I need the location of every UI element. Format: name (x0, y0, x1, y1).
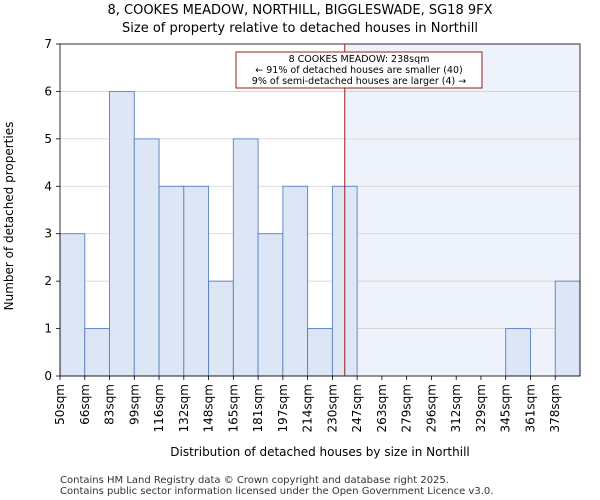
bar (59, 233, 86, 377)
x-tick-label: 263sqm (375, 384, 389, 432)
y-tick-label: 0 (44, 369, 52, 383)
bar (183, 185, 210, 377)
x-axis-ticks: 50sqm 66sqm 83sqm 99sqm 116sqm 132sqm 148sqm 16… (53, 376, 562, 432)
y-tick-label: 4 (44, 179, 52, 193)
x-tick-label: 66sqm (78, 384, 92, 425)
footer-line-2: Contains public sector information licen… (60, 486, 493, 497)
y-tick-label: 1 (44, 322, 52, 336)
x-tick-label: 247sqm (350, 384, 364, 432)
y-tick-label: 2 (44, 274, 52, 288)
bar (257, 233, 284, 377)
bar (84, 328, 110, 377)
x-tick-label: 361sqm (523, 384, 537, 432)
x-tick-label: 378sqm (548, 384, 562, 432)
x-tick-label: 329sqm (474, 384, 488, 432)
x-tick-label: 279sqm (400, 384, 414, 432)
y-axis-label: Number of detached properties (2, 122, 16, 311)
x-tick-label: 148sqm (202, 384, 216, 432)
annotation-frame (235, 51, 483, 89)
x-tick-label: 132sqm (177, 384, 191, 432)
x-tick-label: 312sqm (449, 384, 463, 432)
x-tick-label: 165sqm (226, 384, 240, 432)
x-tick-label: 296sqm (424, 384, 438, 432)
y-tick-label: 6 (44, 84, 52, 98)
bars (59, 90, 581, 377)
y-tick-label: 5 (44, 132, 52, 146)
bar (158, 185, 185, 377)
y-tick-label: 7 (44, 37, 52, 51)
annotation-line-3: 9% of semi-detached houses are larger (4… (252, 76, 466, 87)
bar (232, 138, 259, 377)
annotation-box: 8 COOKES MEADOW: 238sqm ← 91% of detache… (235, 51, 483, 89)
x-tick-label: 345sqm (499, 384, 513, 432)
y-tick-label: 3 (44, 227, 52, 241)
x-axis-label: Distribution of detached houses by size … (170, 445, 469, 459)
annotation-line-1: 8 COOKES MEADOW: 238sqm (289, 54, 430, 65)
bar (307, 328, 333, 377)
footer-line-1: Contains HM Land Registry data © Crown c… (60, 475, 449, 486)
x-tick-label: 83sqm (103, 384, 117, 425)
x-tick-label: 50sqm (53, 384, 67, 425)
x-tick-label: 181sqm (251, 384, 265, 432)
x-tick-label: 197sqm (276, 384, 290, 432)
x-tick-label: 214sqm (301, 384, 315, 432)
x-tick-label: 99sqm (127, 384, 141, 425)
bar (208, 280, 234, 377)
bar (133, 138, 160, 377)
x-tick-label: 116sqm (152, 384, 166, 432)
bar (282, 185, 309, 377)
highlight-region (344, 44, 580, 376)
bar (505, 328, 531, 377)
chart-subtitle: Size of property relative to detached ho… (122, 21, 478, 36)
bar (109, 90, 135, 377)
y-axis-ticks: 0 1 2 3 4 5 6 7 (44, 37, 60, 383)
bar (554, 280, 581, 377)
plot-frame (59, 43, 581, 377)
chart-title: 8, COOKES MEADOW, NORTHILL, BIGGLESWADE,… (107, 3, 492, 18)
annotation-line-2: ← 91% of detached houses are smaller (40… (255, 65, 462, 76)
x-tick-label: 230sqm (325, 384, 339, 432)
